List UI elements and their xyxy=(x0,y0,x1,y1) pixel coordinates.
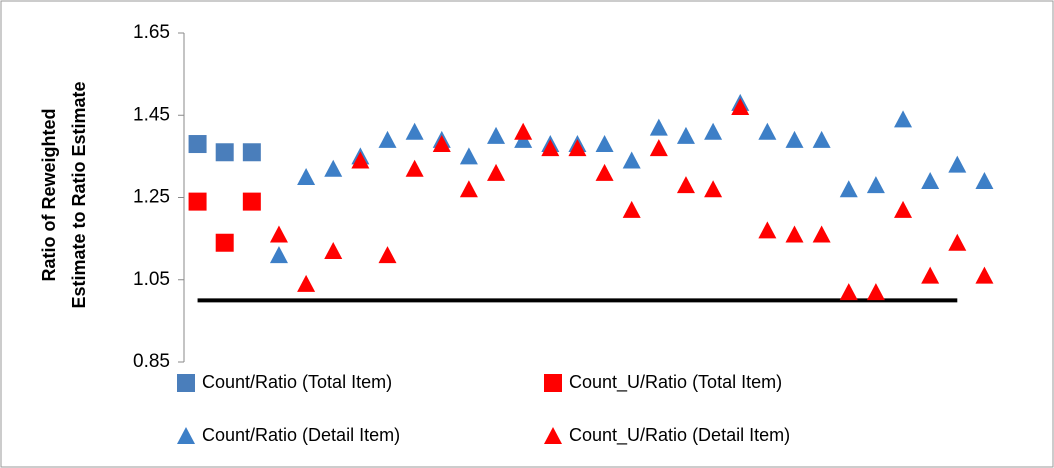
legend-marker xyxy=(177,427,195,444)
legend-marker xyxy=(544,374,562,392)
data-point xyxy=(297,274,316,292)
data-point xyxy=(704,180,723,198)
y-tick-label: 1.25 xyxy=(133,187,170,208)
data-point xyxy=(324,241,343,259)
data-point xyxy=(839,283,858,301)
data-point xyxy=(568,139,587,157)
data-point xyxy=(324,159,343,177)
data-point xyxy=(269,246,288,264)
data-point xyxy=(242,192,261,211)
data-point xyxy=(948,155,967,173)
data-point xyxy=(839,180,858,198)
data-point xyxy=(297,167,316,185)
y-tick-label: 0.85 xyxy=(133,351,170,372)
y-tick-label: 1.45 xyxy=(133,104,170,125)
data-point xyxy=(622,200,641,218)
legend-label: Count_U/Ratio (Total Item) xyxy=(569,372,782,393)
data-point xyxy=(785,130,804,148)
data-point xyxy=(487,163,506,181)
data-point xyxy=(921,266,940,284)
data-point xyxy=(188,192,207,211)
data-point xyxy=(514,122,533,140)
data-point xyxy=(921,172,940,190)
data-point xyxy=(975,266,994,284)
data-point xyxy=(866,176,885,194)
data-point xyxy=(975,172,994,190)
data-point xyxy=(432,135,451,153)
data-point xyxy=(948,233,967,251)
data-point xyxy=(215,143,234,162)
legend-marker xyxy=(544,427,562,444)
data-point xyxy=(351,151,370,169)
data-point xyxy=(269,225,288,243)
y-tick-label: 1.05 xyxy=(133,269,170,290)
data-point xyxy=(378,246,397,264)
data-point xyxy=(676,126,695,144)
legend-marker xyxy=(177,374,195,392)
data-point xyxy=(487,126,506,144)
data-point xyxy=(541,139,560,157)
y-axis-label: Estimate to Ratio Estimate xyxy=(69,81,89,308)
data-point xyxy=(758,122,777,140)
data-point xyxy=(731,98,750,116)
data-point xyxy=(812,130,831,148)
data-point xyxy=(866,283,885,301)
data-point xyxy=(894,110,913,128)
legend-label: Count/Ratio (Detail Item) xyxy=(202,425,400,445)
data-point xyxy=(405,122,424,140)
data-point xyxy=(378,130,397,148)
data-point xyxy=(649,139,668,157)
y-axis-label: Ratio of Reweighted xyxy=(39,108,59,281)
data-point xyxy=(812,225,831,243)
data-point xyxy=(758,221,777,239)
data-point xyxy=(242,143,261,162)
data-point xyxy=(622,151,641,169)
data-point xyxy=(595,163,614,181)
data-point xyxy=(459,180,478,198)
y-tick-label: 1.65 xyxy=(133,22,170,43)
legend-label: Count/Ratio (Total Item) xyxy=(202,372,392,392)
data-point xyxy=(595,135,614,153)
data-point xyxy=(676,176,695,194)
data-point xyxy=(188,135,207,154)
data-point xyxy=(459,147,478,165)
data-point xyxy=(649,118,668,136)
data-point xyxy=(785,225,804,243)
data-point xyxy=(894,200,913,218)
legend-label: Count_U/Ratio (Detail Item) xyxy=(569,425,790,446)
data-point xyxy=(215,233,234,252)
data-point xyxy=(405,159,424,177)
data-point xyxy=(704,122,723,140)
